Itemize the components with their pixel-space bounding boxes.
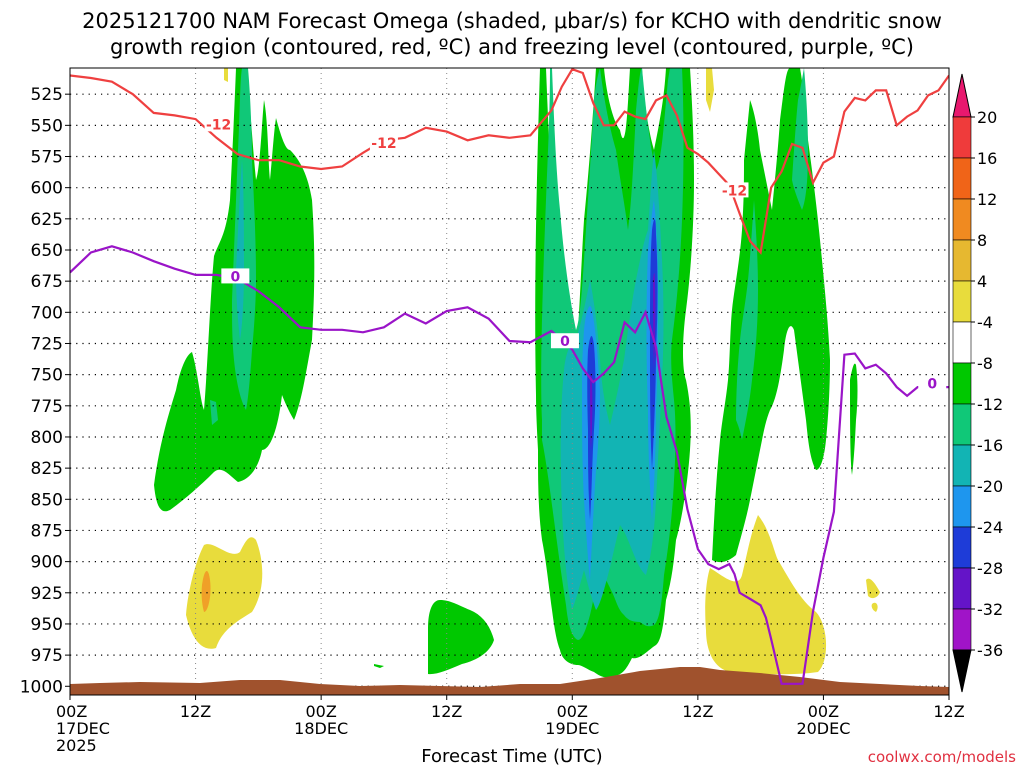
colorbar-bin xyxy=(952,362,972,405)
colorbar-bin xyxy=(952,444,972,487)
pressure-tick-label: 925 xyxy=(31,584,63,604)
colorbar-label: 16 xyxy=(977,149,997,168)
time-tick-label: 17DEC xyxy=(56,719,110,738)
contour-label: 0 xyxy=(927,377,937,393)
colorbar-bottom-arrow xyxy=(952,649,972,693)
omega-colorbar: 20 16 12 8 4 -4 -8 -12 -16 -20 -24 -28 -32 -36 xyxy=(952,73,1003,693)
time-tick-label: 00Z xyxy=(56,702,87,721)
colorbar-bin xyxy=(952,321,972,364)
pressure-tick-label: 525 xyxy=(31,85,63,105)
terrain-ground xyxy=(70,667,949,695)
pressure-tick-label: 575 xyxy=(31,148,63,168)
contour-label-bg xyxy=(720,182,749,198)
pressure-tick-label: 625 xyxy=(31,210,63,230)
time-tick-label: 12Z xyxy=(682,702,713,721)
omega-neg-patch-5 xyxy=(210,68,256,425)
omega-neg-patch-8 xyxy=(582,200,658,580)
freezing-level-0C-contour xyxy=(70,245,949,685)
pressure-tick-label: 675 xyxy=(31,272,63,292)
time-tick-label: 20DEC xyxy=(796,719,850,738)
colorbar-label: 20 xyxy=(977,108,997,127)
pressure-tick-label: 875 xyxy=(31,521,63,541)
colorbar-label: 8 xyxy=(977,231,987,250)
time-tick-label: 19DEC xyxy=(545,719,599,738)
pressure-tick-label: 975 xyxy=(31,646,63,666)
time-tick-label: 18DEC xyxy=(294,719,348,738)
colorbar-bin xyxy=(952,608,972,651)
pressure-tick-label: 775 xyxy=(31,397,63,417)
colorbar-label: -8 xyxy=(977,354,993,373)
pressure-tick-label: 950 xyxy=(31,615,63,635)
colorbar-bin xyxy=(952,526,972,569)
omega-pos-patch-3 xyxy=(705,515,827,675)
contour-label-bg xyxy=(221,268,250,284)
time-tick-label: 12Z xyxy=(933,702,964,721)
pressure-tick-label: 600 xyxy=(31,179,63,199)
pressure-tick-label: 725 xyxy=(31,334,63,354)
contour-label: -12 xyxy=(206,117,231,133)
omega-pos-patch-2 xyxy=(201,570,211,612)
contour-label-bg xyxy=(204,116,233,132)
contour-label: -12 xyxy=(371,136,396,152)
pressure-tick-label: 900 xyxy=(31,553,63,573)
colorbar-label: -12 xyxy=(977,395,1003,414)
omega-pos-patch-4 xyxy=(866,578,880,612)
colorbar-label: -4 xyxy=(977,313,993,332)
chart-title-line2: growth region (contoured, red, ºC) and f… xyxy=(110,35,914,59)
colorbar-bin xyxy=(952,116,972,159)
colorbar-label: -24 xyxy=(977,518,1003,537)
time-tick-label: 12Z xyxy=(180,702,211,721)
colorbar-bin xyxy=(952,157,972,200)
colorbar-label: -36 xyxy=(977,641,1003,660)
colorbar-label: -32 xyxy=(977,600,1003,619)
pressure-gridlines xyxy=(70,93,949,687)
contour-label-bg xyxy=(918,375,947,391)
colorbar-label: -20 xyxy=(977,477,1003,496)
omega-neg-patch-2 xyxy=(374,600,494,675)
contour-label: 0 xyxy=(560,334,570,350)
pressure-tick-label: 650 xyxy=(31,241,63,261)
colorbar-bin xyxy=(952,280,972,323)
colorbar-bin xyxy=(952,239,972,282)
time-tick-label: 2025 xyxy=(56,736,97,755)
colorbar-bin xyxy=(952,198,972,241)
colorbar-bin xyxy=(952,567,972,610)
pressure-tick-label: 1000 xyxy=(20,677,63,697)
colorbar-bin xyxy=(952,485,972,528)
source-credit: coolwx.com/models xyxy=(867,748,1016,766)
pressure-tick-label: 850 xyxy=(31,490,63,510)
contour-label: 0 xyxy=(230,269,240,285)
omega-neg-patch-7 xyxy=(236,150,664,610)
pressure-tick-label: 800 xyxy=(31,428,63,448)
colorbar-label: -28 xyxy=(977,559,1003,578)
omega-pos-patch-1 xyxy=(186,537,263,649)
contour-label-bg xyxy=(369,135,398,151)
x-axis-label: Forecast Time (UTC) xyxy=(421,746,603,767)
time-tick-label: 12Z xyxy=(431,702,462,721)
omega-shading xyxy=(154,68,880,678)
chart-title-line1: 2025121700 NAM Forecast Omega (shaded, μ… xyxy=(82,9,942,33)
pressure-tick-label: 750 xyxy=(31,366,63,386)
time-tick-label: 00Z xyxy=(808,702,839,721)
dgz--12C-contour xyxy=(70,68,949,255)
pressure-tick-label: 550 xyxy=(31,116,63,136)
colorbar-top-arrow xyxy=(952,73,972,118)
colorbar-label: -16 xyxy=(977,436,1003,455)
time-tick-label: 00Z xyxy=(305,702,336,721)
pressure-tick-label: 825 xyxy=(31,459,63,479)
colorbar-label: 12 xyxy=(977,190,997,209)
colorbar-bin xyxy=(952,403,972,446)
colorbar-label: 4 xyxy=(977,272,987,291)
contour-label-bg xyxy=(550,333,579,349)
contour-label: -12 xyxy=(722,183,747,199)
plot-frame xyxy=(69,67,950,696)
time-tick-label: 00Z xyxy=(557,702,588,721)
pressure-tick-label: 700 xyxy=(31,303,63,323)
pressure-axis: 525 550 575 600 625 650 675 700 725 750 775 800 825 8… xyxy=(20,85,70,697)
